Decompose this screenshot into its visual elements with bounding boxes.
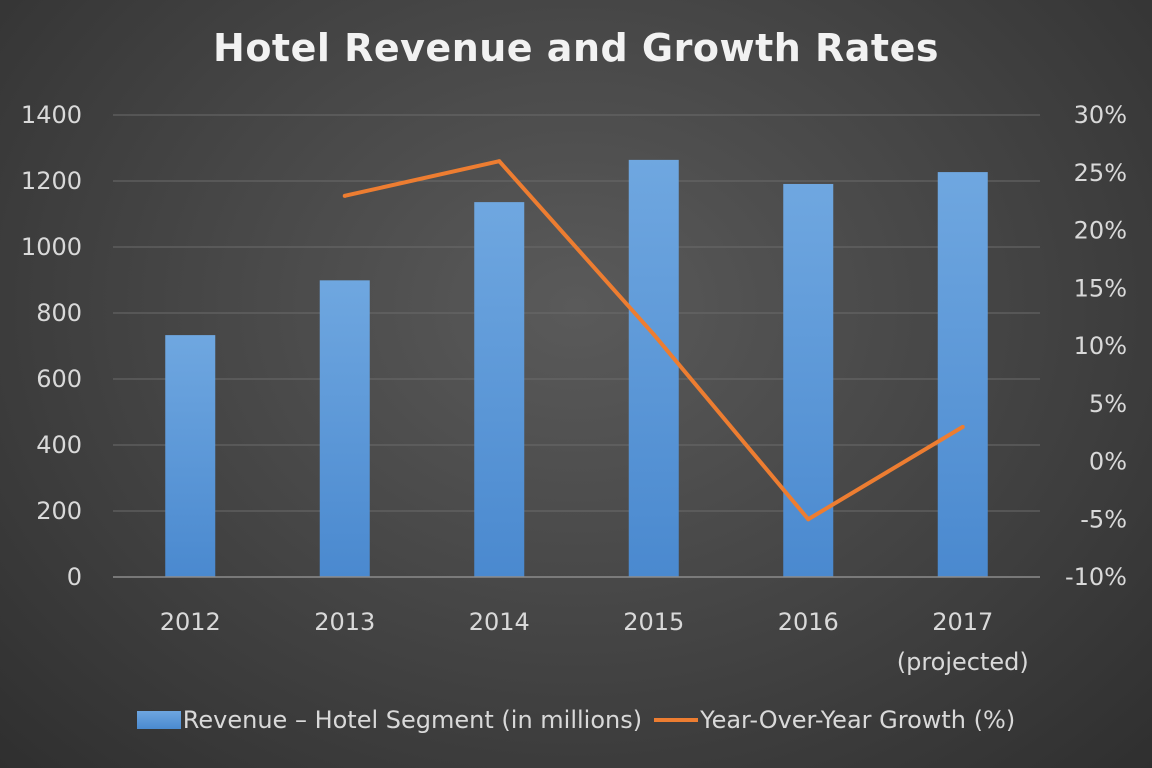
x-tick-label: 2012 <box>160 608 221 636</box>
y-left-tick-label: 0 <box>67 563 82 591</box>
legend: Revenue – Hotel Segment (in millions) Ye… <box>0 706 1152 734</box>
bar-revenue-5[interactable] <box>937 172 988 577</box>
y-right-tick-label: 15% <box>1074 274 1127 302</box>
chart-title: Hotel Revenue and Growth Rates <box>213 26 939 70</box>
y-right-tick-label: 5% <box>1089 390 1127 418</box>
x-axis: 2012 2013 2014 2015 2016 2017 (projected) <box>113 576 1040 676</box>
y-left-tick-label: 200 <box>36 497 82 525</box>
x-tick-label: 2013 <box>314 608 375 636</box>
gridlines <box>113 114 1040 512</box>
y-left-tick-label: 1400 <box>21 101 82 129</box>
y-right-tick-label: -10% <box>1065 563 1127 591</box>
line-series <box>342 159 965 522</box>
legend-item-revenue[interactable]: Revenue – Hotel Segment (in millions) <box>136 706 643 734</box>
bar-revenue-0[interactable] <box>165 335 216 577</box>
bar-revenue-2[interactable] <box>474 202 525 577</box>
y-left-tick-label: 600 <box>36 365 82 393</box>
point-growth-2[interactable] <box>497 159 502 164</box>
legend-label-revenue: Revenue – Hotel Segment (in millions) <box>182 706 643 734</box>
right-axis: -10% -5% 0% 5% 10% 15% 20% 25% 30% <box>1065 101 1127 591</box>
legend-label-growth: Year-Over-Year Growth (%) <box>700 706 1016 734</box>
legend-swatch-line <box>654 718 699 722</box>
y-left-tick-label: 400 <box>36 431 82 459</box>
point-growth-3[interactable] <box>651 332 656 337</box>
x-tick-label: (projected) <box>897 648 1029 676</box>
x-tick-label: 2017 <box>932 608 993 636</box>
point-growth-1[interactable] <box>342 193 347 198</box>
bar-revenue-1[interactable] <box>319 280 370 577</box>
y-right-tick-label: 20% <box>1074 217 1127 245</box>
legend-swatch-bar <box>136 711 181 729</box>
y-left-tick-label: 1200 <box>21 167 82 195</box>
bar-revenue-3[interactable] <box>628 159 679 577</box>
bar-series <box>165 159 988 577</box>
left-axis: 0 200 400 600 800 1000 1200 1400 <box>21 101 82 591</box>
y-right-tick-label: 25% <box>1074 159 1127 187</box>
y-right-tick-label: -5% <box>1080 505 1127 533</box>
x-tick-label: 2016 <box>778 608 839 636</box>
x-tick-label: 2014 <box>469 608 530 636</box>
point-growth-5[interactable] <box>960 424 965 429</box>
y-right-tick-label: 0% <box>1089 448 1127 476</box>
y-right-tick-label: 10% <box>1074 332 1127 360</box>
x-tick-label: 2015 <box>623 608 684 636</box>
legend-item-growth[interactable]: Year-Over-Year Growth (%) <box>654 706 1015 734</box>
point-growth-4[interactable] <box>806 517 811 522</box>
y-left-tick-label: 800 <box>36 299 82 327</box>
y-right-tick-label: 30% <box>1074 101 1127 129</box>
y-left-tick-label: 1000 <box>21 233 82 261</box>
